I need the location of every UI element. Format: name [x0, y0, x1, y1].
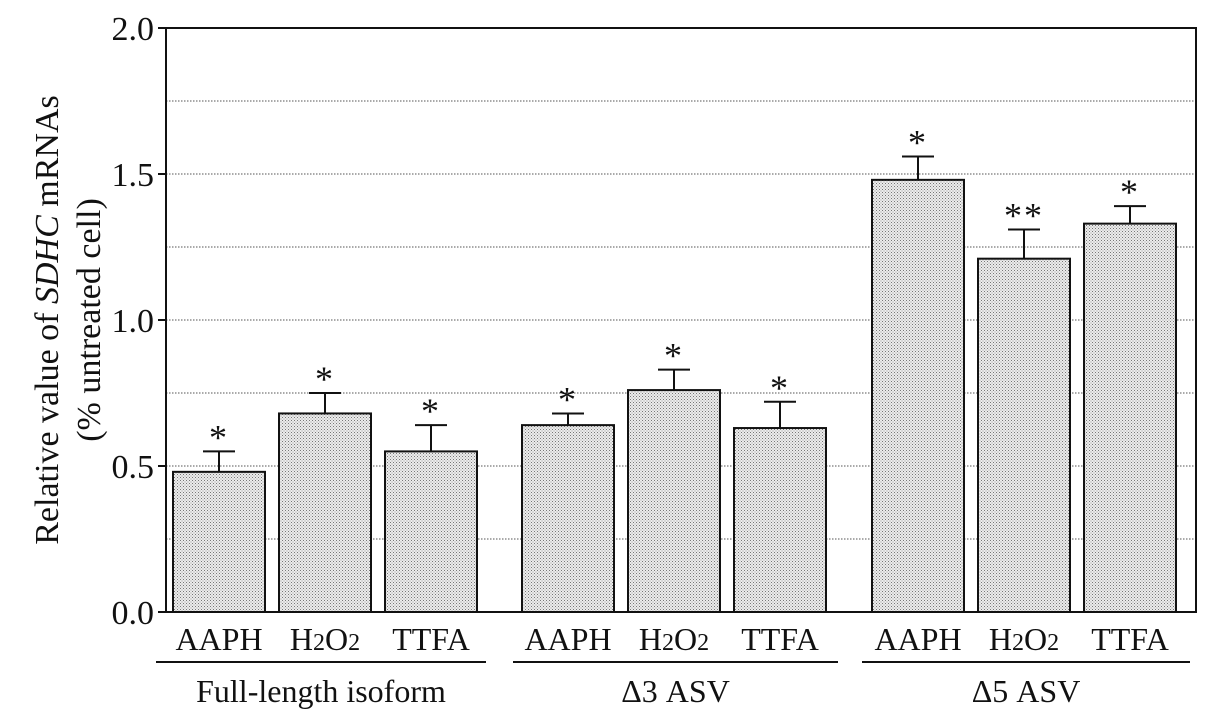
y-axis-ticks: 0.0 0.5 1.0 1.5 2.0: [112, 11, 166, 632]
group-label: Δ3 ASV: [621, 673, 730, 709]
x-tick-label: TTFA: [392, 621, 470, 657]
bars: *** *******: [172, 122, 1177, 614]
x-axis-labels: AAPH H2O2 TTFA Full-length isoform AAPH H2O2 T…: [156, 621, 1190, 709]
x-tick-label: TTFA: [1091, 621, 1169, 657]
x-tick-label: AAPH: [874, 621, 961, 657]
significance-marker: *: [1120, 172, 1140, 212]
bar: [871, 178, 965, 613]
y-tick-label: 0.0: [112, 595, 155, 632]
x-tick-label: H2O2: [989, 621, 1059, 657]
y-axis-label-suffix: mRNAs: [29, 95, 66, 215]
y-tick-label: 2.0: [112, 11, 155, 48]
group-label: Full-length isoform: [196, 673, 446, 709]
significance-marker: **: [1004, 195, 1044, 235]
y-tick-label: 1.5: [112, 157, 155, 194]
significance-marker: *: [209, 417, 229, 457]
x-tick-label: AAPH: [175, 621, 262, 657]
significance-marker: *: [558, 379, 578, 419]
significance-marker: *: [421, 391, 441, 431]
x-tick-label: H2O2: [639, 621, 709, 657]
y-axis-label-line2: (% untreated cell): [71, 198, 108, 442]
y-axis-label-prefix: Relative value of: [29, 304, 66, 545]
significance-marker: *: [664, 336, 684, 376]
bar: [733, 427, 827, 614]
bar: [627, 389, 721, 613]
y-axis-label-gene: SDHC: [29, 215, 66, 304]
bar: [977, 257, 1071, 613]
bar: [278, 412, 372, 613]
bar: [172, 470, 266, 613]
x-tick-label: TTFA: [741, 621, 819, 657]
y-tick-label: 0.5: [112, 449, 155, 486]
x-tick-label: AAPH: [524, 621, 611, 657]
x-tick-label: H2O2: [290, 621, 360, 657]
significance-marker: *: [770, 368, 790, 408]
y-tick-label: 1.0: [112, 303, 155, 340]
y-axis-label-line1: Relative value of SDHC mRNAs: [29, 95, 66, 545]
bar: [521, 424, 615, 613]
significance-marker: *: [315, 359, 335, 399]
bar: [1083, 222, 1177, 613]
group-label: Δ5 ASV: [972, 673, 1081, 709]
significance-marker: *: [908, 122, 928, 162]
bar: [384, 450, 478, 613]
